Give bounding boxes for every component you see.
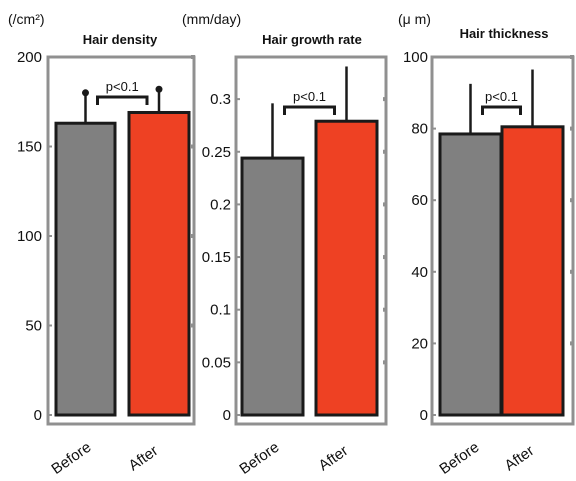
category-label-before: Before bbox=[48, 439, 94, 478]
right-tick bbox=[570, 126, 574, 131]
y-tick-label: 100 bbox=[403, 49, 428, 66]
significance-label: p<0.1 bbox=[485, 89, 518, 104]
chart-title: Hair growth rate bbox=[262, 32, 362, 47]
plot-frame bbox=[46, 55, 196, 426]
panel-hair-density: (/cm²) Hair density 0 50 100 150 200 Before Af… bbox=[8, 11, 196, 478]
bar-before bbox=[54, 121, 117, 417]
y-tick-label: 0 bbox=[420, 407, 428, 424]
right-tick bbox=[383, 97, 387, 102]
category-label-after: After bbox=[126, 442, 162, 474]
y-tick-label: 0.2 bbox=[210, 196, 231, 213]
right-tick bbox=[570, 269, 574, 274]
y-tick-label: 0.1 bbox=[210, 302, 231, 319]
plot-frame bbox=[430, 55, 575, 426]
chart-title: Hair density bbox=[83, 32, 158, 47]
significance-bracket bbox=[283, 105, 336, 115]
category-label-after: After bbox=[502, 442, 538, 474]
y-tick-label: 0.25 bbox=[202, 144, 231, 161]
bar-after bbox=[500, 125, 565, 417]
right-tick bbox=[383, 255, 387, 260]
significance-bracket bbox=[96, 95, 149, 105]
right-tick bbox=[191, 144, 195, 149]
y-tick-label: 0.05 bbox=[202, 354, 231, 371]
bar-before bbox=[240, 156, 305, 417]
right-tick bbox=[191, 55, 195, 59]
right-tick bbox=[570, 198, 574, 203]
right-tick bbox=[191, 323, 195, 328]
right-tick bbox=[383, 360, 387, 365]
y-unit-label: (/cm²) bbox=[8, 11, 45, 27]
y-tick-label: 80 bbox=[411, 121, 428, 138]
y-tick-label: 0 bbox=[34, 407, 42, 424]
right-tick bbox=[191, 234, 195, 238]
y-tick-label: 50 bbox=[25, 318, 42, 335]
error-cap-dot bbox=[82, 89, 89, 97]
right-tick bbox=[383, 202, 387, 207]
significance-label: p<0.1 bbox=[106, 79, 139, 94]
right-tick bbox=[570, 55, 574, 59]
y-tick-label: 0 bbox=[223, 407, 231, 424]
y-tick-label: 0.15 bbox=[202, 249, 231, 266]
y-tick-label: 100 bbox=[17, 228, 42, 245]
significance-label: p<0.1 bbox=[293, 89, 326, 104]
y-tick-label: 20 bbox=[411, 335, 428, 352]
y-tick-label: 0.3 bbox=[210, 91, 231, 108]
y-tick-label: 40 bbox=[411, 264, 428, 281]
bar-after bbox=[127, 110, 191, 417]
bar-before bbox=[438, 132, 503, 417]
y-tick-label: 200 bbox=[17, 49, 42, 66]
panel-hair-thickness: (μ m) Hair thickness 0 20 40 60 80 100 Before A… bbox=[398, 11, 575, 478]
right-tick bbox=[570, 341, 574, 346]
bar-after bbox=[314, 119, 379, 417]
category-label-after: After bbox=[316, 442, 352, 474]
error-cap-dot bbox=[155, 85, 163, 93]
right-tick bbox=[383, 307, 387, 312]
category-label-before: Before bbox=[236, 439, 282, 478]
y-tick-label: 60 bbox=[411, 192, 428, 209]
right-tick bbox=[383, 149, 387, 154]
plot-frame bbox=[234, 55, 388, 426]
category-label-before: Before bbox=[436, 439, 482, 478]
panel-hair-growth-rate: (mm/day) Hair growth rate 0 0.05 0.1 0.15 0.… bbox=[182, 11, 388, 478]
y-unit-label: (mm/day) bbox=[182, 11, 241, 27]
y-unit-label: (μ m) bbox=[398, 11, 431, 27]
significance-bracket bbox=[481, 105, 522, 115]
chart-title: Hair thickness bbox=[460, 26, 549, 41]
y-tick-label: 150 bbox=[17, 139, 42, 156]
